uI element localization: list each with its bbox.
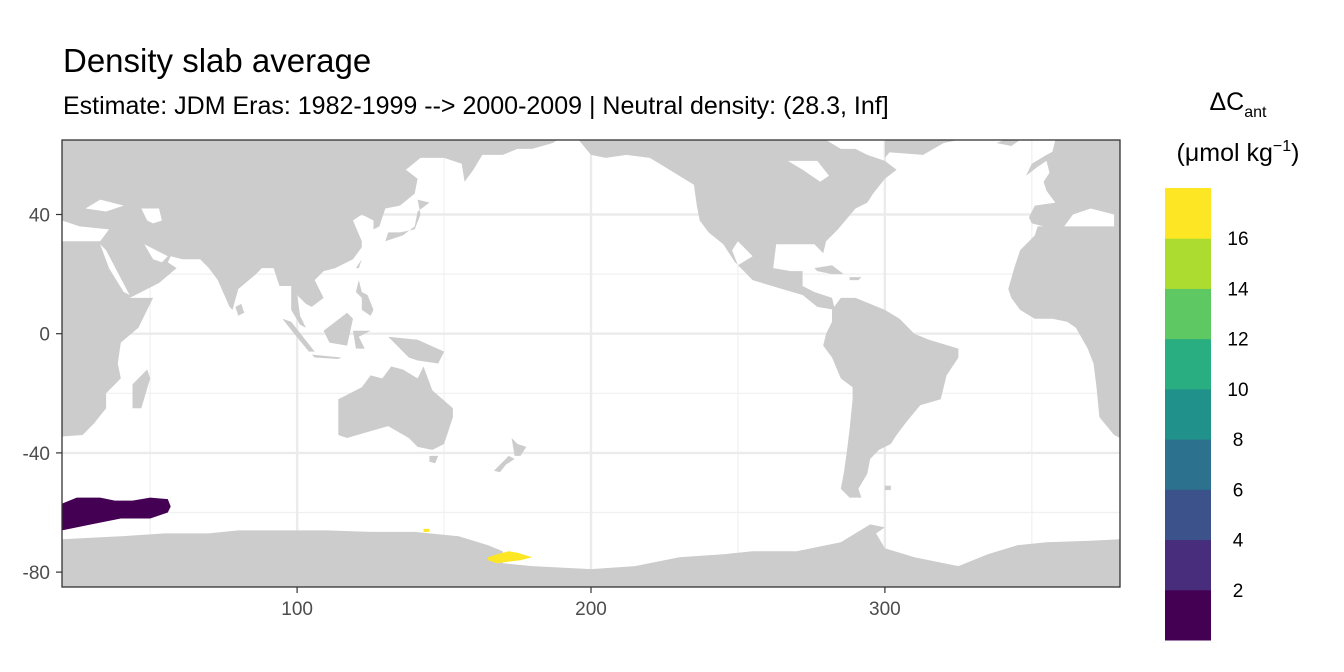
data-layer bbox=[62, 497, 533, 564]
land-greenland-edge bbox=[884, 140, 900, 158]
x-tick-label: 100 bbox=[281, 599, 313, 620]
land-cuba bbox=[814, 265, 844, 275]
land-tasmania bbox=[429, 455, 439, 464]
legend-color-bin bbox=[1165, 589, 1211, 641]
land-java bbox=[311, 354, 342, 359]
land-iceland bbox=[996, 140, 1021, 146]
legend-color-bin bbox=[1165, 288, 1211, 340]
map-layer bbox=[62, 140, 1120, 587]
water-mediterranean-east bbox=[1064, 208, 1115, 227]
land-nz-south bbox=[494, 455, 515, 473]
legend-break-label: 2 bbox=[1233, 581, 1244, 602]
land-australia bbox=[338, 366, 453, 450]
chart-title: Density slab average bbox=[63, 42, 372, 79]
water-gulf-california bbox=[732, 241, 753, 266]
land-philippines bbox=[355, 280, 374, 316]
x-tick-label: 200 bbox=[575, 599, 607, 620]
legend-break-label: 6 bbox=[1233, 480, 1244, 501]
water-red-sea bbox=[100, 244, 130, 295]
water-persian-gulf bbox=[144, 244, 168, 263]
y-tick-label: 40 bbox=[29, 206, 50, 227]
land-eurasia-africa bbox=[62, 140, 562, 437]
land-sulawesi bbox=[353, 330, 371, 349]
legend-color-bin bbox=[1165, 238, 1211, 289]
y-tick-label: 0 bbox=[39, 325, 50, 346]
land-hispaniola bbox=[849, 277, 862, 281]
chart-subtitle: Estimate: JDM Eras: 1982-1999 --> 2000-2… bbox=[63, 92, 889, 120]
legend-break-label: 12 bbox=[1227, 330, 1248, 351]
legend-unit: (μmol kg−1) bbox=[1177, 138, 1300, 167]
land-falklands bbox=[884, 485, 891, 491]
land-new-guinea bbox=[388, 336, 445, 364]
water-mediterranean bbox=[62, 220, 109, 242]
land-north-america bbox=[578, 140, 897, 310]
legend-break-label: 10 bbox=[1227, 380, 1248, 401]
land bbox=[62, 140, 1120, 587]
land-borneo bbox=[323, 312, 353, 346]
land-japan bbox=[385, 199, 430, 242]
x-tick-label: 300 bbox=[869, 599, 901, 620]
land-nz-north bbox=[511, 438, 527, 456]
y-tick-label: -40 bbox=[23, 444, 50, 465]
land-greenland bbox=[884, 140, 974, 155]
y-tick-label: -80 bbox=[23, 563, 50, 584]
land-south-america bbox=[823, 297, 959, 498]
land-sumatra bbox=[282, 318, 315, 352]
data-region bbox=[488, 551, 533, 564]
legend-break-label: 8 bbox=[1233, 430, 1244, 451]
legend-color-bin bbox=[1165, 338, 1211, 390]
water-caspian bbox=[141, 208, 162, 224]
legend: ΔCant (μmol kg−1) 2 4 6 8 10 12 14 16 bbox=[1165, 88, 1299, 641]
legend-color-bin bbox=[1165, 439, 1211, 490]
legend-color-bin bbox=[1165, 188, 1211, 239]
legend-color-bin bbox=[1165, 539, 1211, 591]
land-antarctica bbox=[62, 524, 1120, 587]
land-sri-lanka bbox=[235, 303, 245, 316]
land-madagascar bbox=[132, 369, 151, 409]
land-taiwan bbox=[355, 259, 362, 269]
legend-break-label: 4 bbox=[1233, 531, 1244, 552]
data-region bbox=[62, 497, 171, 531]
water-black-sea bbox=[85, 199, 124, 212]
water-hudson-bay bbox=[787, 160, 829, 182]
legend-color-bin bbox=[1165, 489, 1211, 541]
data-region bbox=[423, 528, 430, 532]
legend-color-bin bbox=[1165, 388, 1211, 440]
legend-break-label: 16 bbox=[1227, 229, 1248, 250]
legend-break-label: 14 bbox=[1227, 279, 1249, 300]
plot-panel bbox=[61, 139, 1121, 588]
legend-title: ΔCant bbox=[1209, 88, 1267, 121]
